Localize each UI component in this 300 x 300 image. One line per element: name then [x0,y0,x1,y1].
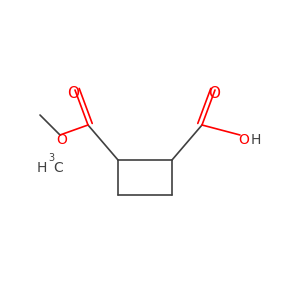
Text: O: O [238,133,249,147]
Text: O: O [67,85,79,100]
Text: C: C [53,161,63,175]
Text: H: H [37,161,47,175]
Text: 3: 3 [48,153,54,163]
Text: H: H [251,133,261,147]
Text: O: O [57,133,68,147]
Text: O: O [208,85,220,100]
